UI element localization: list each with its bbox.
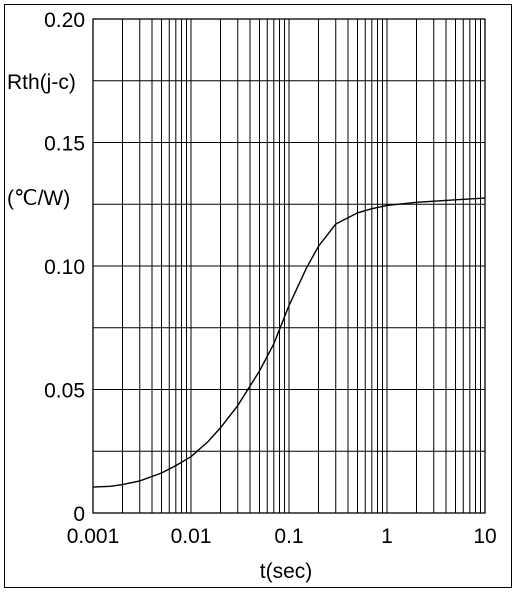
y-tick-label: 0.20 xyxy=(44,9,85,32)
y-axis-label-line2: (℃/W) xyxy=(7,187,70,210)
y-tick-labels: 0 0.05 0.10 0.15 0.20 xyxy=(44,9,85,526)
y-tick-label: 0.15 xyxy=(44,133,85,156)
grid xyxy=(93,19,485,513)
y-tick-label: 0 xyxy=(73,503,85,526)
x-tick-label: 10 xyxy=(473,525,496,548)
x-axis-label: t(sec) xyxy=(260,560,313,583)
x-tick-label: 0.01 xyxy=(171,525,212,548)
thermal-impedance-chart: 0.001 0.01 0.1 1 10 0 0.05 0.10 0.15 0.20 Rth(j-… xyxy=(7,9,497,583)
plot-area xyxy=(92,18,486,514)
y-tick-label: 0.05 xyxy=(44,380,85,403)
x-tick-label: 1 xyxy=(381,525,393,548)
chart-frame: 0.001 0.01 0.1 1 10 0 0.05 0.10 0.15 0.20 Rth(j-… xyxy=(4,4,512,588)
x-tick-label: 0.1 xyxy=(274,525,303,548)
y-axis-label-line1: Rth(j-c) xyxy=(7,71,76,94)
x-tick-label: 0.001 xyxy=(67,525,120,548)
y-tick-label: 0.10 xyxy=(44,256,85,279)
x-tick-labels: 0.001 0.01 0.1 1 10 xyxy=(67,525,497,548)
series-line xyxy=(92,197,486,488)
